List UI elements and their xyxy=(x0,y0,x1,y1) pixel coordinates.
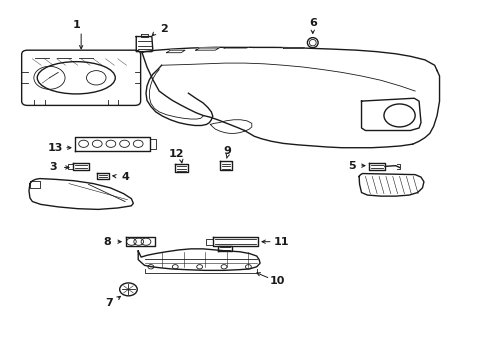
Text: 11: 11 xyxy=(273,237,288,247)
Polygon shape xyxy=(224,47,248,48)
Text: 9: 9 xyxy=(223,145,231,156)
Text: 8: 8 xyxy=(103,237,111,247)
Text: 5: 5 xyxy=(347,161,355,171)
Text: 1: 1 xyxy=(72,20,80,30)
Polygon shape xyxy=(195,48,219,50)
Text: 6: 6 xyxy=(308,18,316,28)
Text: 7: 7 xyxy=(105,298,113,308)
Text: 3: 3 xyxy=(49,162,57,172)
Text: 2: 2 xyxy=(160,24,167,34)
Text: 4: 4 xyxy=(121,172,129,182)
Text: 12: 12 xyxy=(168,149,183,159)
Text: 10: 10 xyxy=(269,276,285,286)
Text: 13: 13 xyxy=(47,143,63,153)
Polygon shape xyxy=(166,50,184,53)
